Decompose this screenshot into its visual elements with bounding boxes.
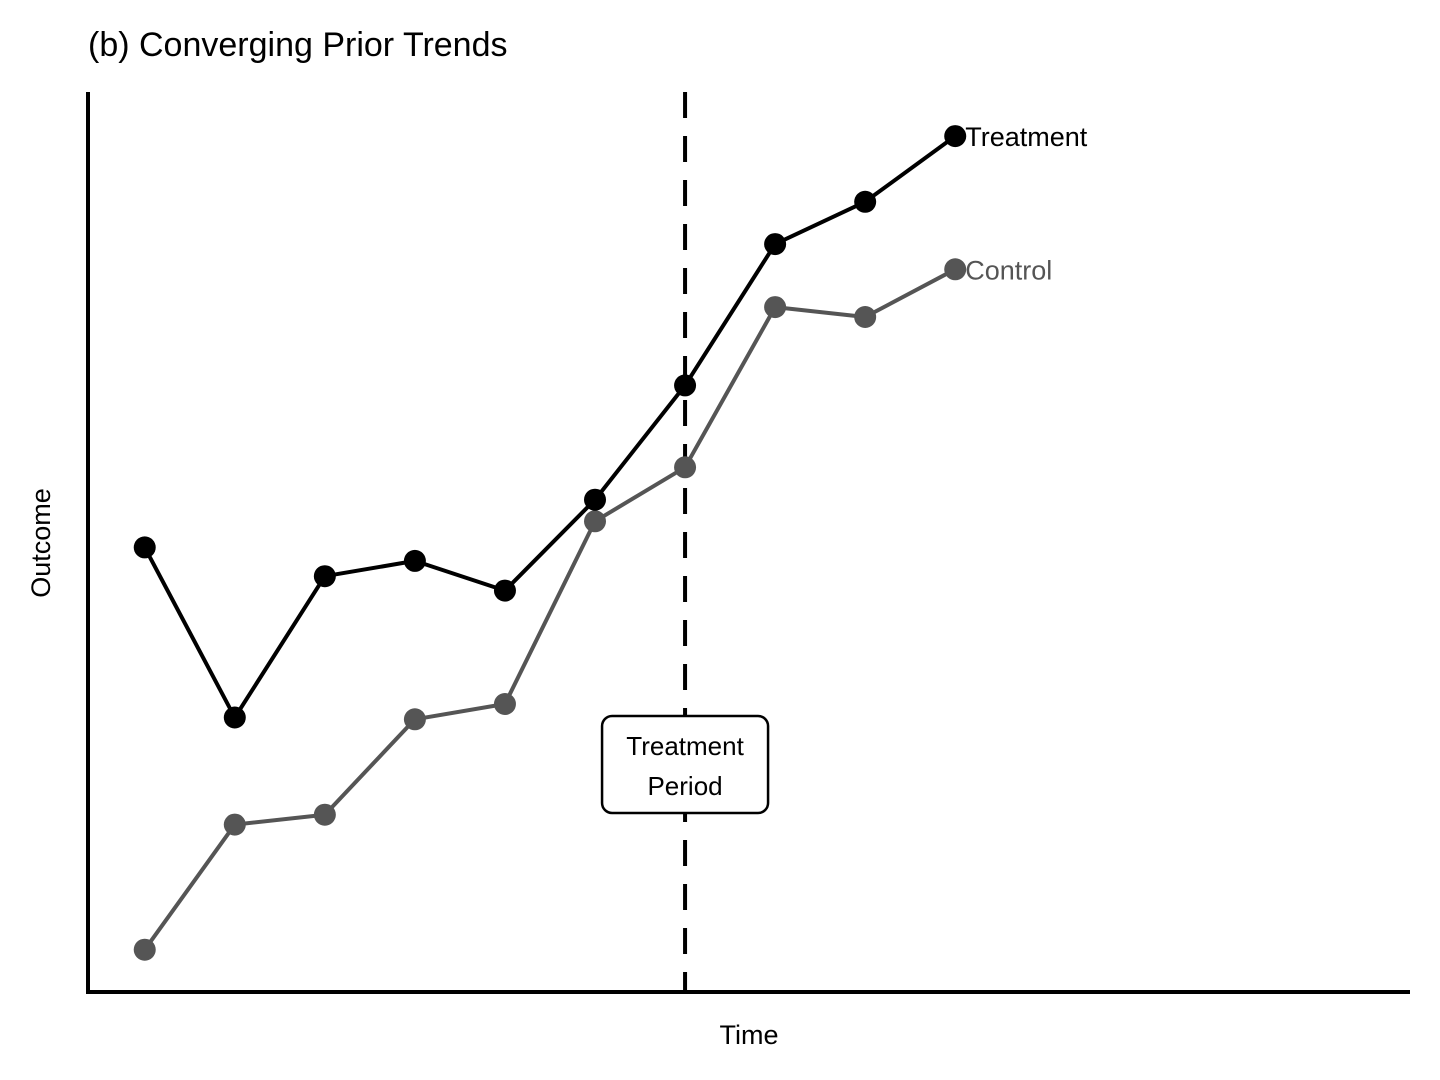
data-point-control-9 (854, 306, 877, 328)
data-point-treatment-4 (403, 549, 426, 572)
data-point-control-8 (764, 296, 787, 319)
data-point-control-1 (133, 938, 156, 961)
x-axis-label: Time (720, 1020, 779, 1050)
data-point-treatment-1 (133, 536, 156, 559)
data-point-control-5 (493, 693, 516, 715)
plot-area: Control Treatment Treatment Period (133, 92, 1088, 992)
series-line-control (143, 267, 957, 951)
data-point-control-4 (403, 708, 426, 731)
series-label-treatment: Treatment (965, 122, 1088, 152)
treatment-period-label-line1: Treatment (626, 731, 744, 761)
data-point-control-3 (313, 803, 336, 826)
data-point-control-10 (944, 258, 967, 281)
treatment-period-label-line2: Period (647, 771, 722, 801)
chart-title: (b) Converging Prior Trends (88, 26, 508, 64)
data-point-treatment-10 (944, 125, 967, 148)
data-point-treatment-3 (313, 565, 336, 588)
data-point-treatment-5 (493, 579, 516, 602)
series-line-treatment (142, 134, 957, 720)
data-point-treatment-6 (584, 488, 607, 511)
data-point-control-6 (584, 510, 607, 533)
data-point-control-7 (674, 456, 697, 479)
data-point-treatment-8 (764, 233, 787, 256)
data-point-treatment-7 (674, 374, 697, 397)
treatment-period-box (600, 714, 770, 815)
y-axis-label: Outcome (26, 488, 56, 598)
data-point-control-2 (223, 813, 246, 836)
series-label-control: Control (965, 255, 1052, 285)
data-point-treatment-2 (223, 706, 246, 729)
data-point-treatment-9 (854, 190, 877, 213)
